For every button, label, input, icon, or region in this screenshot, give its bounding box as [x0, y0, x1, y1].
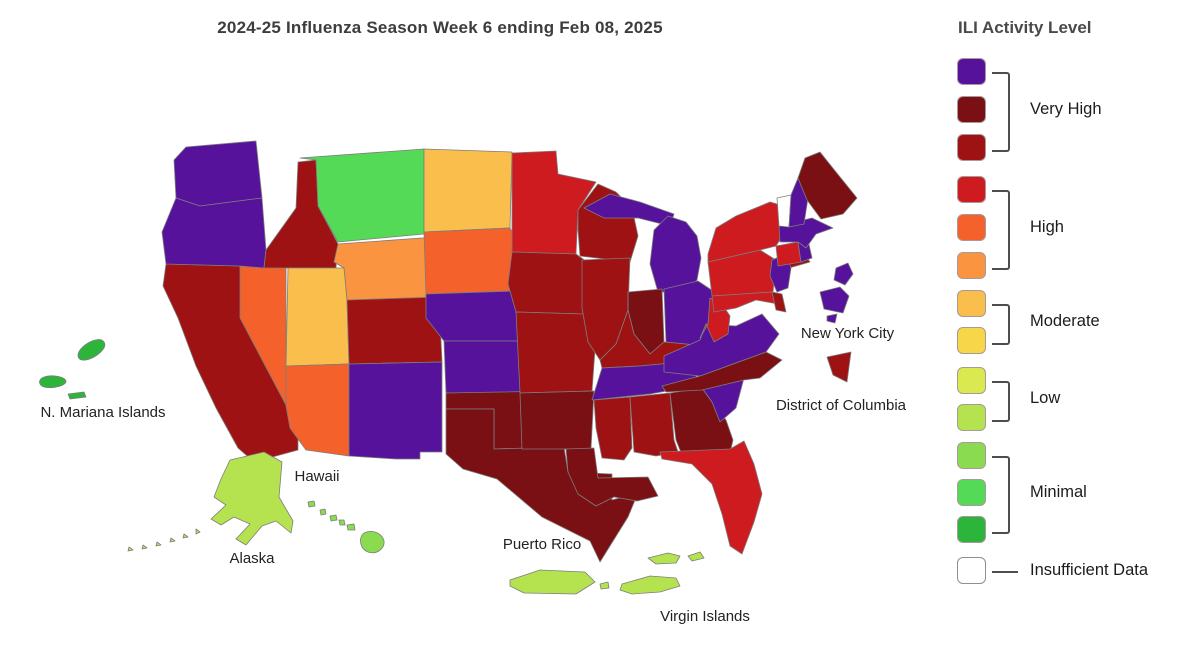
state-or[interactable]: [161, 197, 267, 269]
legend-swatch-l5: [957, 367, 986, 394]
legend-swatch-l12: [957, 96, 986, 123]
legend-bracket: [992, 303, 1010, 345]
page-title: 2024-25 Influenza Season Week 6 ending F…: [217, 18, 663, 37]
state-fl[interactable]: [659, 440, 763, 555]
label-alaska: Alaska: [229, 550, 275, 567]
state-hi[interactable]: [307, 500, 385, 554]
legend-bracket: [992, 189, 1010, 270]
legend-swatch-l6: [957, 327, 986, 354]
label-new-york-city: New York City: [800, 325, 895, 342]
state-nm[interactable]: [348, 361, 443, 460]
state-me[interactable]: [797, 151, 858, 220]
legend-swatch-l9: [957, 214, 986, 241]
legend-swatch-l2: [957, 479, 986, 506]
legend-bracket: [992, 455, 1010, 534]
legend-group-label: High: [1030, 217, 1064, 236]
legend-title: ILI Activity Level: [958, 18, 1092, 37]
state-mo[interactable]: [515, 311, 597, 394]
legend-swatch-l7: [957, 290, 986, 317]
state-vi[interactable]: [619, 551, 705, 595]
legend-swatch-l10: [957, 176, 986, 203]
legend-group-label: Moderate: [1030, 312, 1100, 330]
state-wa[interactable]: [173, 140, 263, 207]
label-district-of-columbia: District of Columbia: [775, 397, 907, 414]
state-mp-2[interactable]: [39, 375, 67, 389]
legend-swatch-l8: [957, 252, 986, 279]
label-virgin-islands: Virgin Islands: [660, 608, 750, 625]
label-n-mariana-islands: N. Mariana Islands: [40, 404, 166, 421]
state-al[interactable]: [629, 392, 679, 457]
legend-swatch-l3: [957, 442, 986, 469]
state-mi-lower[interactable]: [649, 215, 702, 293]
state-ms[interactable]: [593, 396, 633, 461]
legend-swatch-l11: [957, 134, 986, 161]
inset-dc[interactable]: [826, 351, 852, 383]
label-puerto-rico: Puerto Rico: [502, 536, 582, 553]
state-ak[interactable]: [210, 451, 294, 546]
state-wy[interactable]: [333, 236, 440, 301]
legend-group-label: Insufficient Data: [1030, 560, 1149, 579]
legend-group-label: Very High: [1030, 99, 1102, 118]
legend-swatch-l13: [957, 58, 986, 85]
inset-nyc-3[interactable]: [826, 313, 838, 324]
legend-bracket: [992, 71, 1010, 152]
inset-nyc-1[interactable]: [833, 262, 854, 286]
state-nd[interactable]: [423, 148, 513, 233]
state-ar[interactable]: [519, 390, 595, 450]
legend-dash: [992, 570, 1018, 573]
legend-group-label: Minimal: [1030, 482, 1087, 501]
state-ia[interactable]: [507, 251, 595, 315]
state-ut[interactable]: [285, 267, 350, 367]
legend-bracket: [992, 380, 1010, 422]
state-mp-3[interactable]: [67, 391, 87, 400]
legend-swatch-na: [957, 557, 986, 584]
label-hawaii: Hawaii: [294, 468, 340, 485]
legend-swatch-l4: [957, 404, 986, 431]
state-sd[interactable]: [423, 227, 517, 295]
state-mp-1[interactable]: [77, 339, 106, 361]
state-la[interactable]: [565, 447, 659, 507]
legend-swatch-l1: [957, 516, 986, 543]
state-de[interactable]: [771, 291, 787, 313]
state-ny[interactable]: [707, 201, 785, 263]
inset-nyc-2[interactable]: [819, 286, 850, 314]
state-md[interactable]: [711, 291, 779, 313]
state-ct[interactable]: [775, 241, 802, 267]
legend-group-label: Low: [1030, 389, 1061, 407]
state-pr[interactable]: [509, 569, 610, 595]
state-ca[interactable]: [162, 263, 299, 463]
state-ak-aleutians[interactable]: [127, 528, 201, 552]
